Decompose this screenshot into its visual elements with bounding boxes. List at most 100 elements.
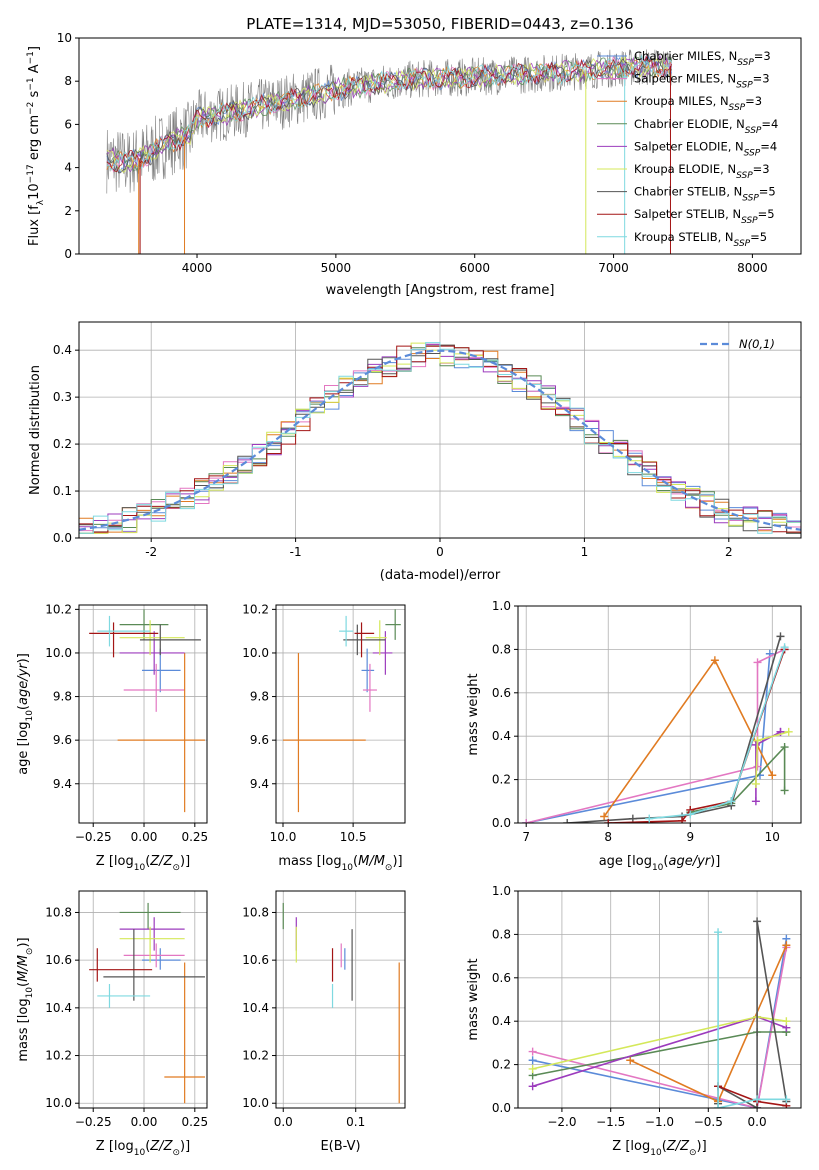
x-tick-label: 10.0 bbox=[270, 830, 297, 844]
weight-marker bbox=[751, 779, 760, 788]
x-tick-label: −0.5 bbox=[694, 1115, 723, 1129]
legend-entry: Chabrier ELODIE, NSSP=4 bbox=[634, 117, 778, 136]
panel-age-vs-mass: 10.0 10.5 9.4 9.6 9.8 10.0 10.2 mass [log10(M/M… bbox=[242, 602, 406, 873]
errorbar-point bbox=[361, 648, 375, 693]
panel-mass-weight-vs-Z: −2.0 −1.5 −1.0 −0.5 0.0 0.0 0.2 0.4 0.6 0.8 1.0 Z [… bbox=[466, 884, 802, 1158]
weight-marker bbox=[780, 643, 789, 652]
x-tick-label: 7000 bbox=[598, 261, 629, 275]
y-tick-label: 0 bbox=[64, 247, 72, 261]
x-axis-label: Z [log10(Z/Z⊙)] bbox=[96, 854, 190, 873]
x-tick-label: 0.0 bbox=[274, 1115, 293, 1129]
x-axis-label: mass [log10(M/M⊙)] bbox=[278, 854, 402, 873]
errorbar-point bbox=[283, 652, 366, 813]
y-tick-label: 0.0 bbox=[492, 1101, 511, 1115]
y-tick-label: 0.0 bbox=[492, 816, 511, 830]
weight-marker bbox=[782, 1095, 791, 1104]
weight-marker bbox=[628, 814, 637, 823]
errorbar-point bbox=[119, 926, 185, 963]
errorbar-point bbox=[139, 624, 201, 656]
x-tick-label: −1.5 bbox=[596, 1115, 625, 1129]
y-tick-label: 9.8 bbox=[53, 690, 72, 704]
x-tick-label: 9 bbox=[686, 830, 694, 844]
x-tick-label: 1 bbox=[581, 545, 589, 559]
x-tick-label: −0.25 bbox=[75, 1115, 112, 1129]
weight-marker bbox=[626, 1056, 635, 1065]
axes-frame bbox=[78, 37, 802, 255]
errorbar-point bbox=[103, 929, 205, 1001]
x-tick-label: 6000 bbox=[459, 261, 490, 275]
weight-marker bbox=[753, 658, 762, 667]
weight-marker bbox=[780, 786, 789, 795]
weight-line bbox=[717, 1085, 787, 1107]
weight-line bbox=[532, 947, 788, 1108]
y-tick-label: 10.8 bbox=[45, 905, 72, 919]
axes-frame bbox=[78, 604, 208, 824]
y-tick-label: 0.4 bbox=[53, 343, 72, 357]
weight-marker bbox=[753, 917, 762, 926]
y-tick-label: 4 bbox=[64, 161, 72, 175]
weight-marker bbox=[727, 797, 736, 806]
legend-entry: Salpeter ELODIE, NSSP=4 bbox=[634, 139, 777, 158]
weight-marker bbox=[686, 810, 695, 819]
weight-marker bbox=[522, 819, 531, 823]
legend-entry: Chabrier MILES, NSSP=3 bbox=[634, 49, 771, 68]
weight-marker bbox=[710, 656, 719, 665]
y-tick-label: 10.2 bbox=[45, 1049, 72, 1063]
weight-marker bbox=[528, 1047, 537, 1056]
panel-residuals: -2 -1 0 1 2 0.0 0.1 0.2 0.3 0.4 (data-model)/error… bbox=[28, 321, 802, 583]
weight-line bbox=[717, 932, 787, 1108]
y-tick-label: 0.2 bbox=[53, 437, 72, 451]
y-tick-label: 10.6 bbox=[45, 953, 72, 967]
panel-mass-vs-Z: −0.25 0.00 0.25 10.0 10.2 10.4 10.6 10.8 Z [log1… bbox=[16, 890, 208, 1158]
legend-entry: Kroupa ELODIE, NSSP=3 bbox=[634, 162, 770, 181]
panel-mass-weight-vs-age: 7 8 9 10 0.0 0.2 0.4 0.6 0.8 1.0 age [log10(age/yr… bbox=[466, 599, 802, 873]
y-tick-label: 8 bbox=[64, 74, 72, 88]
errorbar-point bbox=[354, 622, 375, 658]
weight-marker bbox=[604, 819, 613, 823]
y-tick-label: 0.2 bbox=[492, 773, 511, 787]
y-tick-label: 10.8 bbox=[242, 905, 269, 919]
y-tick-label: 9.8 bbox=[250, 690, 269, 704]
weight-marker bbox=[768, 771, 777, 780]
axes-frame bbox=[275, 890, 406, 1109]
weight-line bbox=[532, 938, 788, 1108]
model-spectrum bbox=[106, 55, 672, 173]
errorbar-point bbox=[117, 652, 205, 813]
plot-area bbox=[522, 632, 793, 823]
errorbar-point bbox=[164, 962, 205, 1104]
axes-frame bbox=[517, 605, 802, 824]
legend: Chabrier MILES, NSSP=3 Salpeter MILES, NS… bbox=[597, 49, 778, 249]
x-tick-label: 10 bbox=[765, 830, 780, 844]
legend-entry: N(0,1) bbox=[739, 337, 775, 351]
errorbar-point bbox=[119, 609, 169, 640]
errorbar-point bbox=[119, 631, 185, 675]
y-tick-label: 10.4 bbox=[242, 1001, 269, 1015]
errorbar-point bbox=[339, 615, 354, 647]
x-tick-label: −0.25 bbox=[75, 830, 112, 844]
x-tick-label: 2 bbox=[725, 545, 733, 559]
y-tick-label: 0.8 bbox=[492, 642, 511, 656]
weight-marker bbox=[563, 819, 572, 823]
y-tick-label: 10.2 bbox=[45, 602, 72, 616]
legend-entry: Salpeter MILES, NSSP=3 bbox=[634, 72, 770, 91]
errorbar-point bbox=[372, 631, 393, 675]
plot-area bbox=[106, 49, 672, 254]
x-axis-label: wavelength [Angstrom, rest frame] bbox=[326, 283, 555, 298]
errorbar-point bbox=[119, 620, 185, 656]
y-tick-label: 0.0 bbox=[53, 531, 72, 545]
weight-line bbox=[603, 658, 774, 817]
errorbar-point bbox=[97, 984, 151, 1008]
y-tick-label: 0.3 bbox=[53, 390, 72, 404]
y-tick-label: 0.6 bbox=[492, 971, 511, 985]
plot-area bbox=[528, 917, 791, 1108]
y-tick-label: 2 bbox=[64, 204, 72, 218]
x-tick-label: 7 bbox=[522, 830, 530, 844]
x-tick-label: 0.25 bbox=[181, 830, 208, 844]
normal-curve bbox=[79, 349, 801, 531]
errorbar-point bbox=[123, 663, 185, 712]
plot-area bbox=[282, 902, 400, 1104]
x-tick-label: 5000 bbox=[321, 261, 352, 275]
legend: N(0,1) bbox=[700, 337, 775, 351]
weight-marker bbox=[753, 736, 762, 745]
